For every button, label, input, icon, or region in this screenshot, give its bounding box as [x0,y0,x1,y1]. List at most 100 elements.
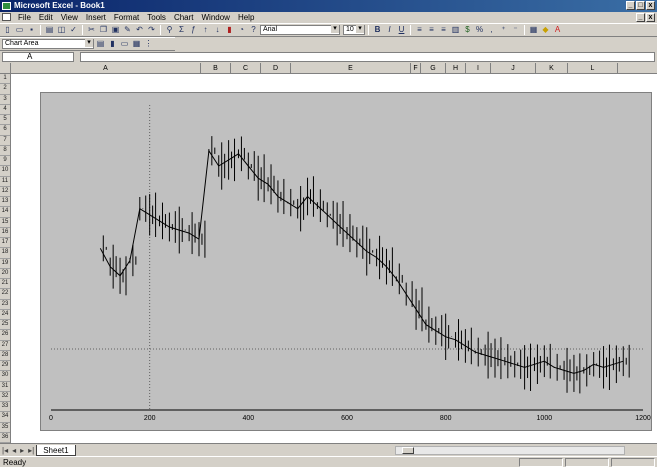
format-chart-area-icon[interactable]: ▤ [96,39,105,48]
minimize-button[interactable]: _ [626,1,635,10]
row-header-16[interactable]: 16 [0,228,10,238]
first-sheet-icon[interactable]: |◂ [2,445,9,455]
legend-icon[interactable]: ▭ [120,39,129,48]
row-header-11[interactable]: 11 [0,177,10,187]
help-icon[interactable]: ? [251,25,256,34]
print-icon[interactable]: ▤ [45,25,54,34]
underline-icon[interactable]: U [398,25,405,34]
comma-icon[interactable]: , [490,25,493,34]
menu-file[interactable]: File [18,13,31,22]
bold-icon[interactable]: B [374,25,381,34]
menu-window[interactable]: Window [201,13,230,22]
new-icon[interactable]: ▯ [5,25,10,34]
formula-input[interactable] [80,52,655,62]
by-column-icon[interactable]: ⋮ [144,39,153,48]
horizontal-scrollbar[interactable] [395,446,625,455]
row-header-21[interactable]: 21 [0,279,10,290]
align-right-icon[interactable]: ≡ [441,25,446,34]
column-header-b[interactable]: B [201,63,231,74]
percent-icon[interactable]: % [475,25,484,34]
scrollbar-thumb[interactable] [402,447,414,454]
row-header-20[interactable]: 20 [0,269,10,279]
borders-icon[interactable]: ▦ [529,25,538,34]
sort-ascending-icon[interactable]: ↑ [203,25,208,34]
column-header-c[interactable]: C [231,63,261,74]
worksheet-grid[interactable]: 0 200 400 600 800 1000 1200 [11,74,657,443]
undo-icon[interactable]: ↶ [136,25,143,34]
row-header-6[interactable]: 6 [0,125,10,136]
column-header-d[interactable]: D [261,63,291,74]
row-header-23[interactable]: 23 [0,300,10,310]
row-header-5[interactable]: 5 [0,115,10,126]
column-header-l[interactable]: L [568,63,618,74]
drawing-icon[interactable]: ◔ [239,25,244,34]
row-header-34[interactable]: 34 [0,412,10,423]
menu-format[interactable]: Format [113,13,140,22]
font-color-icon[interactable]: A [554,25,561,34]
column-header-g[interactable]: G [421,63,446,74]
open-icon[interactable]: ▭ [15,25,24,34]
chart-plot-area[interactable]: 0 200 400 600 800 1000 1200 [40,92,652,431]
doc-minimize-button[interactable]: _ [636,13,645,22]
row-header-27[interactable]: 27 [0,341,10,351]
decrease-decimal-icon[interactable]: ⁻ [513,25,518,34]
column-header-j[interactable]: J [491,63,536,74]
function-icon[interactable]: ƒ [191,25,196,34]
menu-edit[interactable]: Edit [38,13,53,22]
increase-decimal-icon[interactable]: ⁺ [501,25,506,34]
chart-objects-select[interactable]: Chart Area [2,39,94,49]
row-header-1[interactable]: 1 [0,74,10,85]
paste-icon[interactable]: ▣ [111,25,120,34]
align-left-icon[interactable]: ≡ [417,25,422,34]
row-header-18[interactable]: 18 [0,248,10,259]
column-header-f[interactable]: F [411,63,421,74]
row-header-36[interactable]: 36 [0,433,10,443]
sheet-tab-active[interactable]: Sheet1 [36,444,76,456]
font-size-select[interactable]: 10 [343,25,365,35]
autosum-icon[interactable]: Σ [179,25,184,34]
fill-color-icon[interactable]: ◆ [542,25,549,34]
workbook-icon[interactable] [2,13,11,21]
menu-help[interactable]: Help [237,13,255,22]
row-header-26[interactable]: 26 [0,330,10,341]
row-header-9[interactable]: 9 [0,156,10,167]
menu-view[interactable]: View [60,13,78,22]
copy-icon[interactable]: ❐ [99,25,108,34]
data-table-icon[interactable]: ▦ [132,39,141,48]
excel-app-icon[interactable] [2,2,11,10]
row-header-19[interactable]: 19 [0,259,10,269]
row-header-24[interactable]: 24 [0,310,10,320]
menu-tools[interactable]: Tools [147,13,166,22]
row-header-7[interactable]: 7 [0,136,10,146]
row-header-35[interactable]: 35 [0,423,10,433]
row-header-13[interactable]: 13 [0,197,10,208]
italic-icon[interactable]: I [388,25,391,34]
column-header-k[interactable]: K [536,63,568,74]
row-header-25[interactable]: 25 [0,320,10,331]
hyperlink-icon[interactable]: ⚲ [166,25,173,34]
sort-descending-icon[interactable]: ↓ [215,25,220,34]
series-line-0[interactable] [99,149,624,374]
column-header-e[interactable]: E [291,63,411,74]
prev-sheet-icon[interactable]: ◂ [12,445,17,455]
row-header-15[interactable]: 15 [0,218,10,228]
select-all-corner[interactable] [0,63,11,74]
maximize-button[interactable]: □ [636,1,645,10]
row-header-14[interactable]: 14 [0,207,10,218]
row-header-32[interactable]: 32 [0,392,10,402]
row-header-3[interactable]: 3 [0,95,10,105]
menu-insert[interactable]: Insert [85,13,106,22]
column-header-i[interactable]: I [466,63,491,74]
row-header-8[interactable]: 8 [0,146,10,156]
font-name-select[interactable]: Arial [260,25,340,35]
row-header-17[interactable]: 17 [0,238,10,249]
row-header-33[interactable]: 33 [0,402,10,413]
redo-icon[interactable]: ↷ [148,25,155,34]
row-header-30[interactable]: 30 [0,371,10,382]
save-icon[interactable]: ▪ [30,25,33,34]
row-header-31[interactable]: 31 [0,382,10,392]
chart-wizard-icon[interactable]: ▮ [227,25,232,34]
merge-center-icon[interactable]: ▥ [451,25,460,34]
menu-chart[interactable]: Chart [173,13,194,22]
last-sheet-icon[interactable]: ▸| [28,445,35,455]
